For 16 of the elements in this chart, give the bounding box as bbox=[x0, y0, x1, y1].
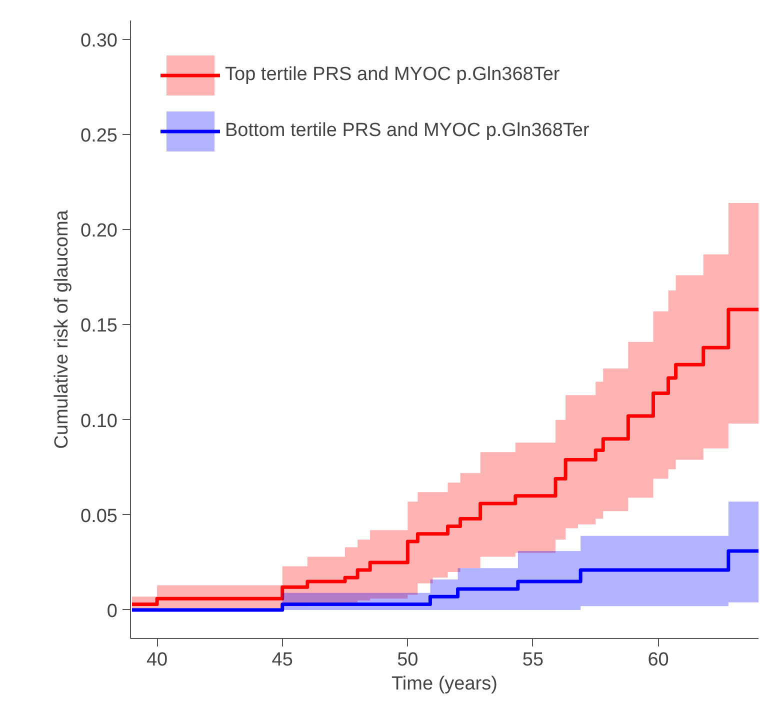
x-tick-label: 40 bbox=[146, 650, 168, 670]
x-tick-label: 60 bbox=[648, 650, 669, 670]
y-tick-label: 0.30 bbox=[80, 30, 118, 52]
legend-label: Bottom tertile PRS and MYOC p.Gln368Ter bbox=[225, 120, 590, 142]
legend-label: Top tertile PRS and MYOC p.Gln368Ter bbox=[225, 64, 560, 86]
x-axis-title: Time (years) bbox=[392, 674, 498, 694]
y-tick-label: 0.15 bbox=[80, 316, 118, 337]
y-axis-title: Cumulative risk of glaucoma bbox=[52, 210, 73, 449]
x-tick-label: 50 bbox=[397, 650, 418, 670]
y-tick-label: 0 bbox=[106, 600, 118, 622]
x-tick-label: 55 bbox=[522, 650, 544, 670]
y-tick-label: 0.20 bbox=[80, 220, 118, 242]
y-tick-label: 0.05 bbox=[80, 506, 118, 527]
y-tick-label: 0.10 bbox=[80, 410, 118, 432]
y-tick-label: 0.25 bbox=[80, 126, 118, 147]
x-tick-label: 45 bbox=[272, 650, 293, 670]
